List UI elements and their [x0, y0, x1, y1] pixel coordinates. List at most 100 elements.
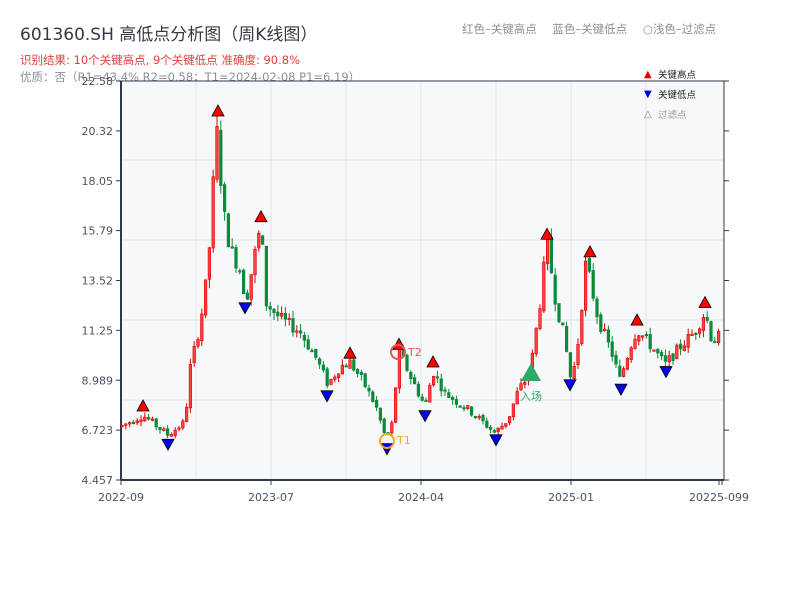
- candle-body: [336, 373, 341, 378]
- legend-filtered: △ 过滤点: [644, 108, 687, 122]
- y-tick-label: 15.79: [82, 225, 114, 238]
- candle-body: [420, 396, 424, 401]
- key-high-marker-icon: [698, 295, 712, 308]
- candle-body: [242, 269, 246, 294]
- candle-body: [713, 340, 717, 344]
- x-tick-label: 20225-099: [689, 491, 749, 504]
- candle-body: [473, 416, 478, 419]
- candle-body: [477, 416, 481, 419]
- candle-body: [268, 306, 272, 310]
- candle-body: [390, 422, 394, 434]
- candle-body: [602, 328, 607, 331]
- t1-label: T1: [396, 434, 411, 447]
- candle-body: [355, 369, 360, 374]
- candle-body: [686, 334, 690, 348]
- t1-circle-icon: [379, 433, 395, 449]
- candle-body: [663, 355, 667, 362]
- candle-body: [166, 428, 170, 436]
- legend-key-low: ▼ 关键低点: [644, 88, 697, 102]
- key-low-marker-icon: [489, 434, 503, 447]
- entry-marker-icon: [521, 363, 541, 381]
- candle-body: [545, 237, 550, 264]
- candle-body: [359, 371, 364, 375]
- candle-body: [124, 423, 128, 426]
- candle-body: [618, 365, 622, 377]
- x-tick-label: 2023-07: [248, 491, 294, 504]
- candle-body: [200, 313, 204, 342]
- candle-body: [333, 376, 337, 380]
- candle-body: [515, 391, 519, 405]
- key-high-marker-icon: [343, 346, 357, 359]
- key-high-marker-icon: [630, 313, 644, 326]
- candle-body: [272, 308, 276, 314]
- candle-body: [454, 399, 459, 405]
- candle-body: [287, 317, 291, 320]
- candle-body: [378, 407, 383, 421]
- x-tick-label: 2022-09: [98, 491, 144, 504]
- candle-body: [599, 314, 603, 332]
- y-tick-label: 18.05: [82, 175, 114, 188]
- candle-body: [595, 298, 599, 318]
- candle-body: [610, 341, 614, 357]
- key-high-marker-icon: [136, 399, 150, 412]
- candle-body: [405, 354, 409, 371]
- candle-body: [591, 270, 595, 299]
- key-low-marker-icon: [614, 383, 628, 397]
- candle-body: [185, 406, 189, 422]
- candle-body: [283, 313, 288, 320]
- candle-body: [428, 385, 432, 403]
- candle-body: [223, 184, 227, 212]
- candle-body: [716, 331, 721, 344]
- color-legend: 红色–关键高点 蓝色–关键低点 ○浅色–过滤点: [462, 21, 716, 37]
- candle-body: [568, 352, 572, 378]
- candle-body: [709, 321, 713, 342]
- candle-body: [393, 387, 398, 423]
- legend-blue-text: 蓝色–关键低点: [552, 22, 628, 36]
- candle-body: [564, 325, 569, 352]
- candle-body: [667, 355, 671, 363]
- candle-body: [412, 377, 417, 385]
- candle-body: [625, 358, 629, 370]
- key-low-marker-icon: [563, 379, 577, 392]
- y-tick-label: 13.52: [82, 275, 114, 288]
- chart-title: 601360.SH 高低点分析图（周K线图）: [20, 25, 318, 45]
- candle-body: [561, 322, 565, 326]
- candle-body: [705, 316, 709, 321]
- candle-body: [557, 303, 561, 323]
- candle-body: [549, 236, 553, 274]
- candle-body: [321, 364, 326, 371]
- candle-body: [295, 330, 299, 333]
- candle-body: [276, 311, 280, 317]
- candle-body: [538, 308, 542, 329]
- candle-body: [682, 345, 686, 351]
- candle-body: [648, 334, 652, 350]
- candle-body: [340, 364, 345, 375]
- key-high-marker-icon: [540, 227, 554, 240]
- candle-body: [310, 350, 314, 353]
- y-tick-label: 11.25: [82, 324, 114, 337]
- candle-body: [219, 129, 223, 186]
- y-tick-label: 8.989: [82, 374, 114, 387]
- candle-body: [492, 430, 497, 433]
- candle-body: [135, 420, 139, 424]
- candle-body: [302, 334, 307, 341]
- hollow-triangle-icon: △: [644, 108, 652, 120]
- candle-body: [587, 258, 591, 272]
- candle-body: [697, 328, 702, 334]
- x-tick-label: 2024-04: [398, 491, 444, 504]
- candle-body: [485, 420, 489, 428]
- candle-body: [192, 346, 196, 364]
- candle-body: [260, 235, 265, 245]
- candle-body: [466, 405, 470, 409]
- candle-body: [504, 423, 508, 427]
- candle-body: [659, 351, 664, 357]
- t2-label: T2: [407, 346, 422, 359]
- candle-body: [188, 364, 193, 409]
- candle-body: [344, 365, 348, 368]
- up-triangle-icon: ▲: [644, 68, 652, 80]
- candle-body: [257, 232, 261, 249]
- candle-body: [352, 359, 356, 371]
- candle-body: [181, 420, 185, 429]
- key-high-marker-icon: [254, 209, 268, 223]
- candle-body: [249, 274, 253, 300]
